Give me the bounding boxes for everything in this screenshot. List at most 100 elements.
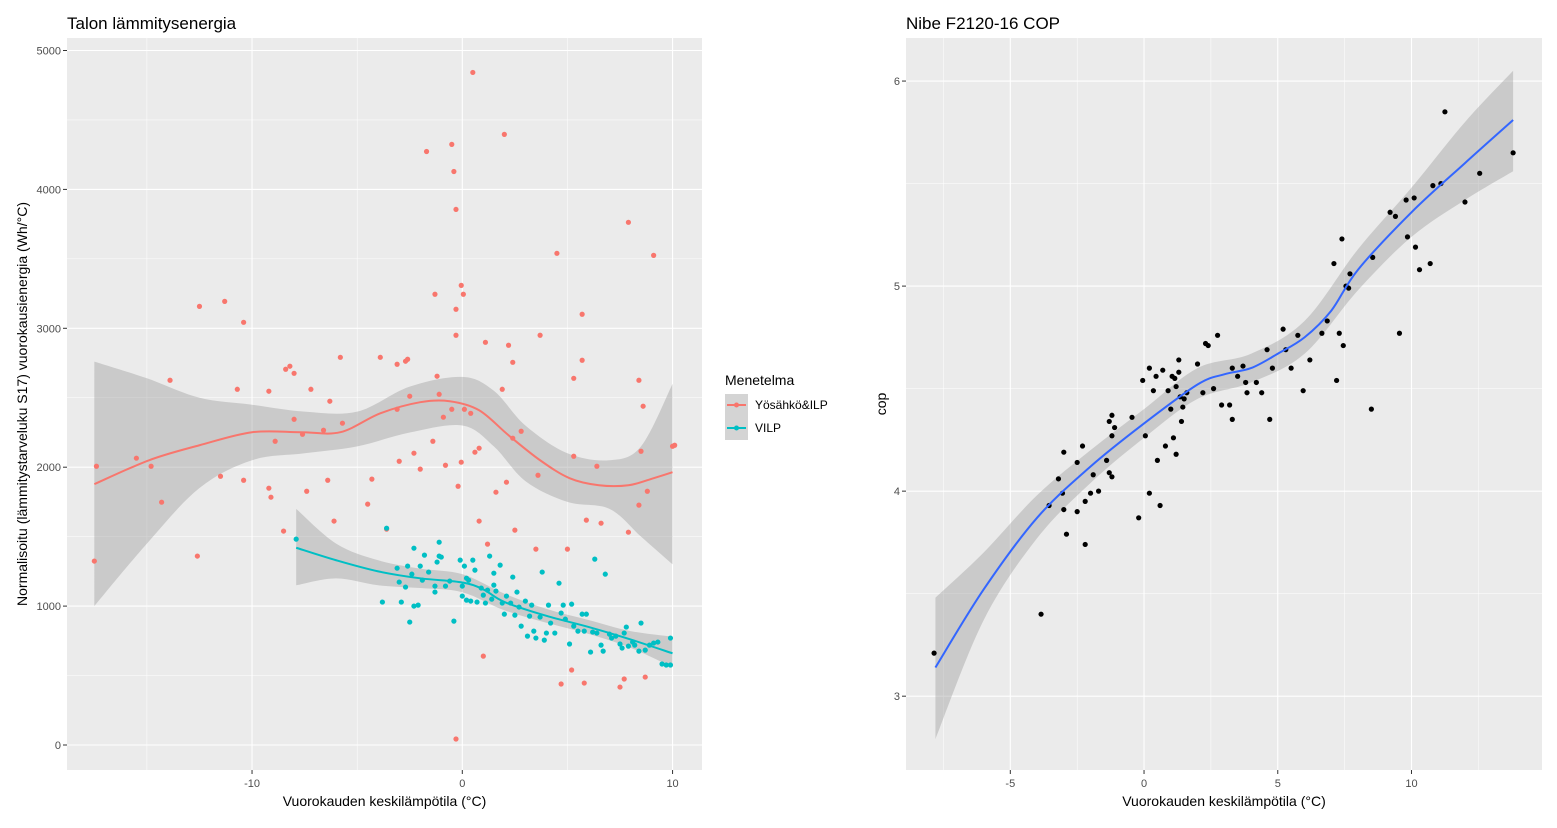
data-point xyxy=(1146,490,1152,496)
data-point xyxy=(1403,197,1409,203)
data-point xyxy=(518,428,524,434)
data-point xyxy=(1442,109,1448,115)
data-point xyxy=(1129,414,1135,420)
data-point xyxy=(1061,449,1067,455)
data-point xyxy=(1200,390,1206,396)
data-point xyxy=(1106,470,1112,476)
data-point xyxy=(1176,369,1182,375)
data-point xyxy=(1103,457,1110,463)
data-point xyxy=(1173,451,1179,457)
data-point xyxy=(1235,373,1241,379)
data-point xyxy=(402,584,409,590)
data-point xyxy=(463,597,470,603)
data-point xyxy=(569,601,575,607)
data-point xyxy=(476,445,482,451)
data-point xyxy=(480,653,486,659)
data-point xyxy=(453,332,459,338)
data-point xyxy=(409,571,415,577)
data-point xyxy=(468,598,474,604)
data-point xyxy=(1243,379,1249,386)
data-point xyxy=(461,563,468,569)
data-point xyxy=(655,639,661,645)
data-point xyxy=(621,630,627,636)
data-point xyxy=(1109,433,1115,439)
data-point xyxy=(1063,531,1070,537)
data-point xyxy=(571,623,577,629)
data-point xyxy=(552,630,558,636)
data-point xyxy=(466,577,472,583)
confidence-band-series-0 xyxy=(94,361,673,607)
data-point xyxy=(1106,418,1112,425)
data-point xyxy=(1154,457,1161,463)
data-point xyxy=(472,567,478,573)
data-point xyxy=(1288,365,1294,371)
data-point xyxy=(663,662,669,668)
data-point xyxy=(1168,406,1174,412)
data-point xyxy=(1038,611,1044,617)
plot-panel xyxy=(906,38,1542,770)
data-point xyxy=(598,642,604,648)
data-point xyxy=(1510,150,1516,156)
data-point xyxy=(430,438,436,444)
smooth-line-series-0 xyxy=(934,119,1514,669)
right-chart-cop: Nibe F2120-16 COP Vuorokauden keskilämpö… xyxy=(873,14,1542,809)
data-point xyxy=(1387,209,1393,215)
data-point xyxy=(394,565,400,571)
data-point xyxy=(619,645,625,651)
data-point xyxy=(1162,443,1169,449)
data-point xyxy=(432,589,438,595)
data-point xyxy=(331,518,337,524)
data-point xyxy=(1180,404,1186,410)
x-tick-label: -10 xyxy=(244,778,260,790)
confidence-band-series-0 xyxy=(935,70,1514,740)
data-point xyxy=(308,386,314,392)
data-point xyxy=(325,477,331,483)
data-point xyxy=(600,648,606,654)
data-point xyxy=(602,571,608,577)
data-point xyxy=(1411,195,1417,201)
data-point xyxy=(625,219,632,225)
data-point xyxy=(1170,435,1177,441)
data-point xyxy=(1253,379,1259,386)
left-x-axis-label: Vuorokauden keskilämpötila (°C) xyxy=(283,793,487,809)
data-point xyxy=(581,628,587,634)
data-point xyxy=(327,398,333,404)
data-point xyxy=(458,459,464,465)
x-tick-label: 10 xyxy=(1405,778,1417,790)
data-point xyxy=(1333,377,1340,384)
data-point xyxy=(1082,541,1088,548)
data-point xyxy=(453,206,459,213)
data-point xyxy=(457,557,463,563)
panel-background xyxy=(67,38,702,770)
y-tick-label: 0 xyxy=(55,740,61,752)
data-point xyxy=(583,611,589,617)
data-point xyxy=(564,546,571,552)
data-point xyxy=(1109,474,1115,480)
data-point xyxy=(442,462,449,468)
right-y-axis-label: cop xyxy=(873,393,889,416)
data-point xyxy=(1181,396,1187,402)
data-point xyxy=(1205,342,1211,349)
data-point xyxy=(1267,416,1273,422)
data-point xyxy=(636,648,642,654)
data-point xyxy=(472,449,478,455)
data-point xyxy=(159,499,165,505)
data-point xyxy=(1346,285,1352,291)
data-point xyxy=(337,354,343,360)
data-point xyxy=(432,583,438,589)
data-point xyxy=(625,529,632,535)
data-point xyxy=(623,624,629,630)
data-point xyxy=(1244,390,1250,396)
data-point xyxy=(493,588,499,594)
data-point xyxy=(398,599,404,605)
data-point xyxy=(638,620,644,626)
data-point xyxy=(1214,332,1221,338)
data-point xyxy=(287,363,293,369)
data-point xyxy=(1347,271,1353,277)
data-point xyxy=(405,563,411,569)
confidence-band-series-1 xyxy=(296,508,673,668)
y-tick-label: 5 xyxy=(894,281,900,293)
data-point xyxy=(554,250,560,256)
data-point xyxy=(497,562,503,568)
